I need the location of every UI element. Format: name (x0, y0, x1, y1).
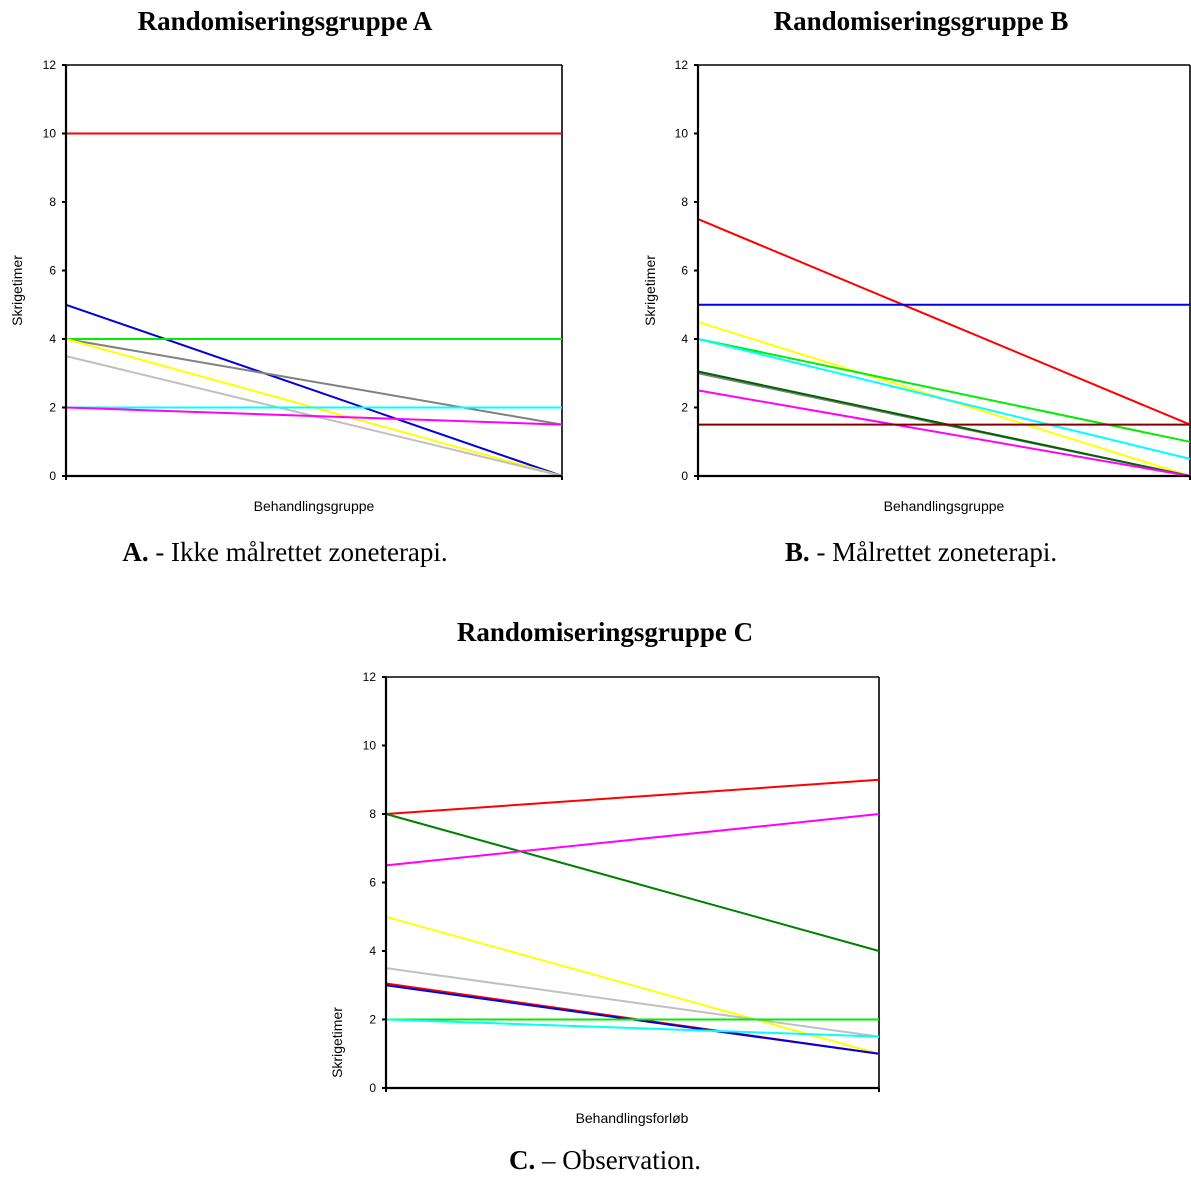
caption-a: A. - Ikke målrettet zoneterapi. (122, 537, 447, 568)
y-tick-label: 2 (49, 401, 56, 415)
y-tick-label: 6 (49, 264, 56, 278)
caption-b: B. - Målrettet zoneterapi. (785, 537, 1057, 568)
caption-b-text: - Målrettet zoneterapi. (809, 537, 1058, 567)
y-tick-label: 2 (369, 1013, 376, 1027)
caption-c-letter: C. (509, 1145, 536, 1175)
y-tick-label: 8 (369, 807, 376, 821)
caption-c-text: – Observation. (535, 1145, 701, 1175)
series-line-1 (385, 813, 880, 952)
series-line-3 (385, 915, 880, 1055)
series-line-7 (697, 389, 1191, 477)
series-line-8 (385, 1018, 880, 1038)
series-line-1 (65, 303, 563, 477)
line-chart-c: 0 2 4 6 8 10 12 Behandlingsforløb Skrigetimer (329, 670, 880, 1126)
y-tick-label: 8 (49, 195, 56, 209)
series-line-0 (385, 778, 880, 815)
caption-a-text: - Ikke målrettet zoneterapi. (148, 537, 448, 567)
y-tick-label: 12 (43, 58, 57, 72)
y-tick-label: 0 (369, 1081, 376, 1095)
y-tick-label: 12 (363, 670, 377, 684)
y-tick-label: 4 (49, 332, 56, 346)
series-line-3 (65, 338, 563, 426)
y-tick-label: 6 (369, 876, 376, 890)
caption-c: C. – Observation. (509, 1145, 701, 1176)
y-axis-label: Skrigetimer (9, 255, 25, 326)
series-line-2 (385, 813, 880, 867)
chart-title-b: Randomiseringsgruppe B (773, 6, 1069, 36)
y-tick-label: 10 (675, 127, 689, 141)
chart-title-c: Randomiseringsgruppe C (456, 617, 754, 647)
series-line-4 (385, 967, 880, 1038)
y-axis-label: Skrigetimer (329, 1007, 345, 1078)
x-axis-label: Behandlingsgruppe (254, 498, 375, 514)
chart-title-a: Randomiseringsgruppe A (137, 6, 433, 36)
y-tick-label: 12 (675, 58, 689, 72)
series-line-7 (65, 406, 563, 426)
y-tick-label: 0 (681, 469, 688, 483)
x-axis-label: Behandlingsgruppe (884, 498, 1005, 514)
y-tick-label: 2 (681, 401, 688, 415)
line-chart-b: 0 2 4 6 8 10 12 Behandlingsgruppe Skrigetimer (642, 58, 1191, 514)
caption-a-letter: A. (122, 537, 149, 567)
caption-b-letter: B. (784, 537, 810, 567)
y-tick-label: 0 (49, 469, 56, 483)
series-line-4 (697, 338, 1191, 460)
y-axis-label: Skrigetimer (642, 255, 658, 326)
y-tick-label: 6 (681, 264, 688, 278)
x-axis-label: Behandlingsforløb (576, 1110, 689, 1126)
y-tick-label: 8 (681, 195, 688, 209)
y-tick-label: 4 (681, 332, 688, 346)
series-line-0 (697, 218, 1191, 426)
y-tick-label: 4 (369, 944, 376, 958)
y-tick-label: 10 (363, 739, 377, 753)
y-tick-label: 10 (43, 127, 57, 141)
line-chart-a: 0 2 4 6 8 10 12 Behandlingsgruppe Skrigetimer (9, 58, 563, 514)
